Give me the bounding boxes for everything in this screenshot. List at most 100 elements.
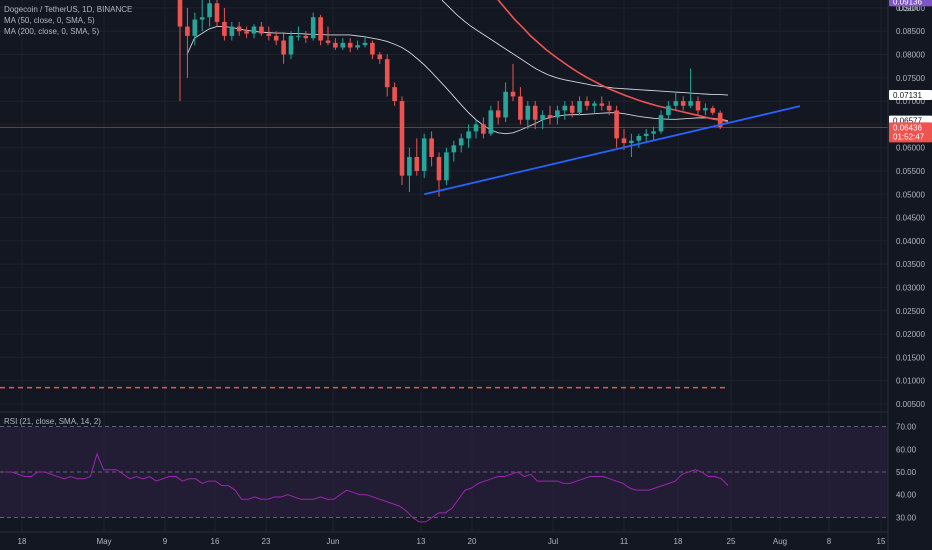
candle-body [421, 138, 427, 171]
candle-body [518, 96, 523, 120]
candle-body [592, 103, 597, 106]
candle-body [185, 26, 190, 36]
candle-body [444, 152, 449, 181]
candle-body [673, 101, 679, 106]
candle-body [473, 124, 479, 132]
y-tick-label: 0.06000 [896, 144, 925, 153]
currency-label: USDT [898, 4, 920, 13]
candle-body [717, 112, 723, 128]
candle-body [606, 105, 612, 111]
candle-body [236, 26, 242, 32]
candle-body [273, 35, 279, 41]
price-label-last-bg [889, 122, 932, 143]
x-tick-label: 18 [674, 537, 683, 546]
candle-body [399, 101, 405, 176]
candle-body [488, 110, 494, 134]
candle-body [370, 42, 375, 55]
candle-body [532, 105, 538, 120]
candle-body [325, 40, 331, 43]
price-label-last: 0.06436 [893, 123, 922, 132]
y-tick-label: 0.05000 [896, 190, 925, 199]
candle-body [251, 26, 257, 34]
y-tick-label: 0.04500 [896, 214, 925, 223]
y-tick-label: 0.08500 [896, 27, 925, 36]
candle-body [695, 101, 701, 111]
candle-body [495, 110, 501, 118]
drawings [0, 105, 888, 389]
x-tick-label: 20 [468, 537, 477, 546]
price-label-countdown: 01:52:47 [893, 132, 925, 141]
candle-body [436, 157, 442, 181]
x-tick-label: Jun [327, 537, 340, 546]
x-tick-label: 16 [211, 537, 220, 546]
candle-body [392, 87, 397, 102]
y-tick-label: 0.03000 [896, 283, 925, 292]
candle-body [636, 136, 642, 141]
candle-body [333, 42, 338, 48]
rsi-tick-label: 70.00 [896, 423, 917, 432]
y-tick-label: 0.05500 [896, 167, 925, 176]
candle-body [562, 105, 568, 111]
candle-body [569, 105, 575, 113]
y-tick-label: 0.02500 [896, 307, 925, 316]
candle-body [577, 101, 582, 113]
x-tick-label: Aug [773, 537, 787, 546]
ma200-line [441, 0, 729, 96]
candle-body [658, 115, 664, 132]
legend-ma200: MA (200, close, 0, SMA, 5) [4, 27, 100, 36]
candle-body [688, 101, 693, 106]
rsi-tick-label: 30.00 [896, 513, 917, 522]
ma-short-line [186, 26, 729, 135]
candle-body [259, 26, 264, 34]
candle-body [266, 33, 272, 36]
candle-body [525, 105, 531, 120]
candle-body [244, 31, 249, 34]
x-tick-label: May [96, 537, 111, 546]
y-tick-label: 0.03500 [896, 260, 925, 269]
candle-body [347, 42, 353, 48]
candle-body [222, 21, 227, 36]
candle-body [281, 40, 286, 55]
y-tick-label: 0.01000 [896, 377, 925, 386]
candle-body [666, 105, 671, 116]
candle-body [414, 157, 420, 171]
candle-body [481, 124, 486, 134]
candle-body [288, 35, 294, 55]
x-tick-label: 9 [163, 537, 168, 546]
price-label-ma-short: 0.06577 [893, 117, 922, 126]
y-tick-label: 0.01500 [896, 353, 925, 362]
x-tick-label: Jul [548, 537, 558, 546]
candle-body [458, 138, 464, 146]
x-tick-label: 18 [18, 537, 27, 546]
candle-body [703, 108, 708, 111]
candle-body [451, 145, 457, 153]
candle-body [407, 157, 412, 176]
candle-body [214, 3, 220, 22]
candle-body [555, 110, 560, 118]
candle-body [229, 26, 235, 36]
candle-body [429, 138, 434, 158]
candle-body [710, 108, 716, 113]
candle-body [199, 17, 205, 20]
candle-body [614, 110, 619, 139]
candle-body [303, 35, 309, 39]
candle-body [599, 103, 605, 106]
candle-body [340, 42, 346, 48]
rsi-line [5, 452, 729, 523]
x-tick-label: 25 [727, 537, 736, 546]
candle-body [643, 133, 649, 137]
legend-symbol: Dogecoin / TetherUS, 1D, BINANCE [4, 5, 133, 14]
price-label-ma200-bg [889, 90, 932, 101]
rsi-tick-label: 40.00 [896, 491, 917, 500]
candle-body [318, 17, 323, 41]
candle-body [651, 131, 656, 134]
candle-body [207, 3, 212, 18]
y-tick-label: 0.04000 [896, 237, 925, 246]
candle-body [629, 140, 634, 144]
candle-body [503, 91, 508, 118]
moving-averages [186, 0, 729, 135]
x-tick-label: 11 [620, 537, 629, 546]
candle-body [466, 131, 471, 139]
y-tick-label: 0.02000 [896, 330, 925, 339]
